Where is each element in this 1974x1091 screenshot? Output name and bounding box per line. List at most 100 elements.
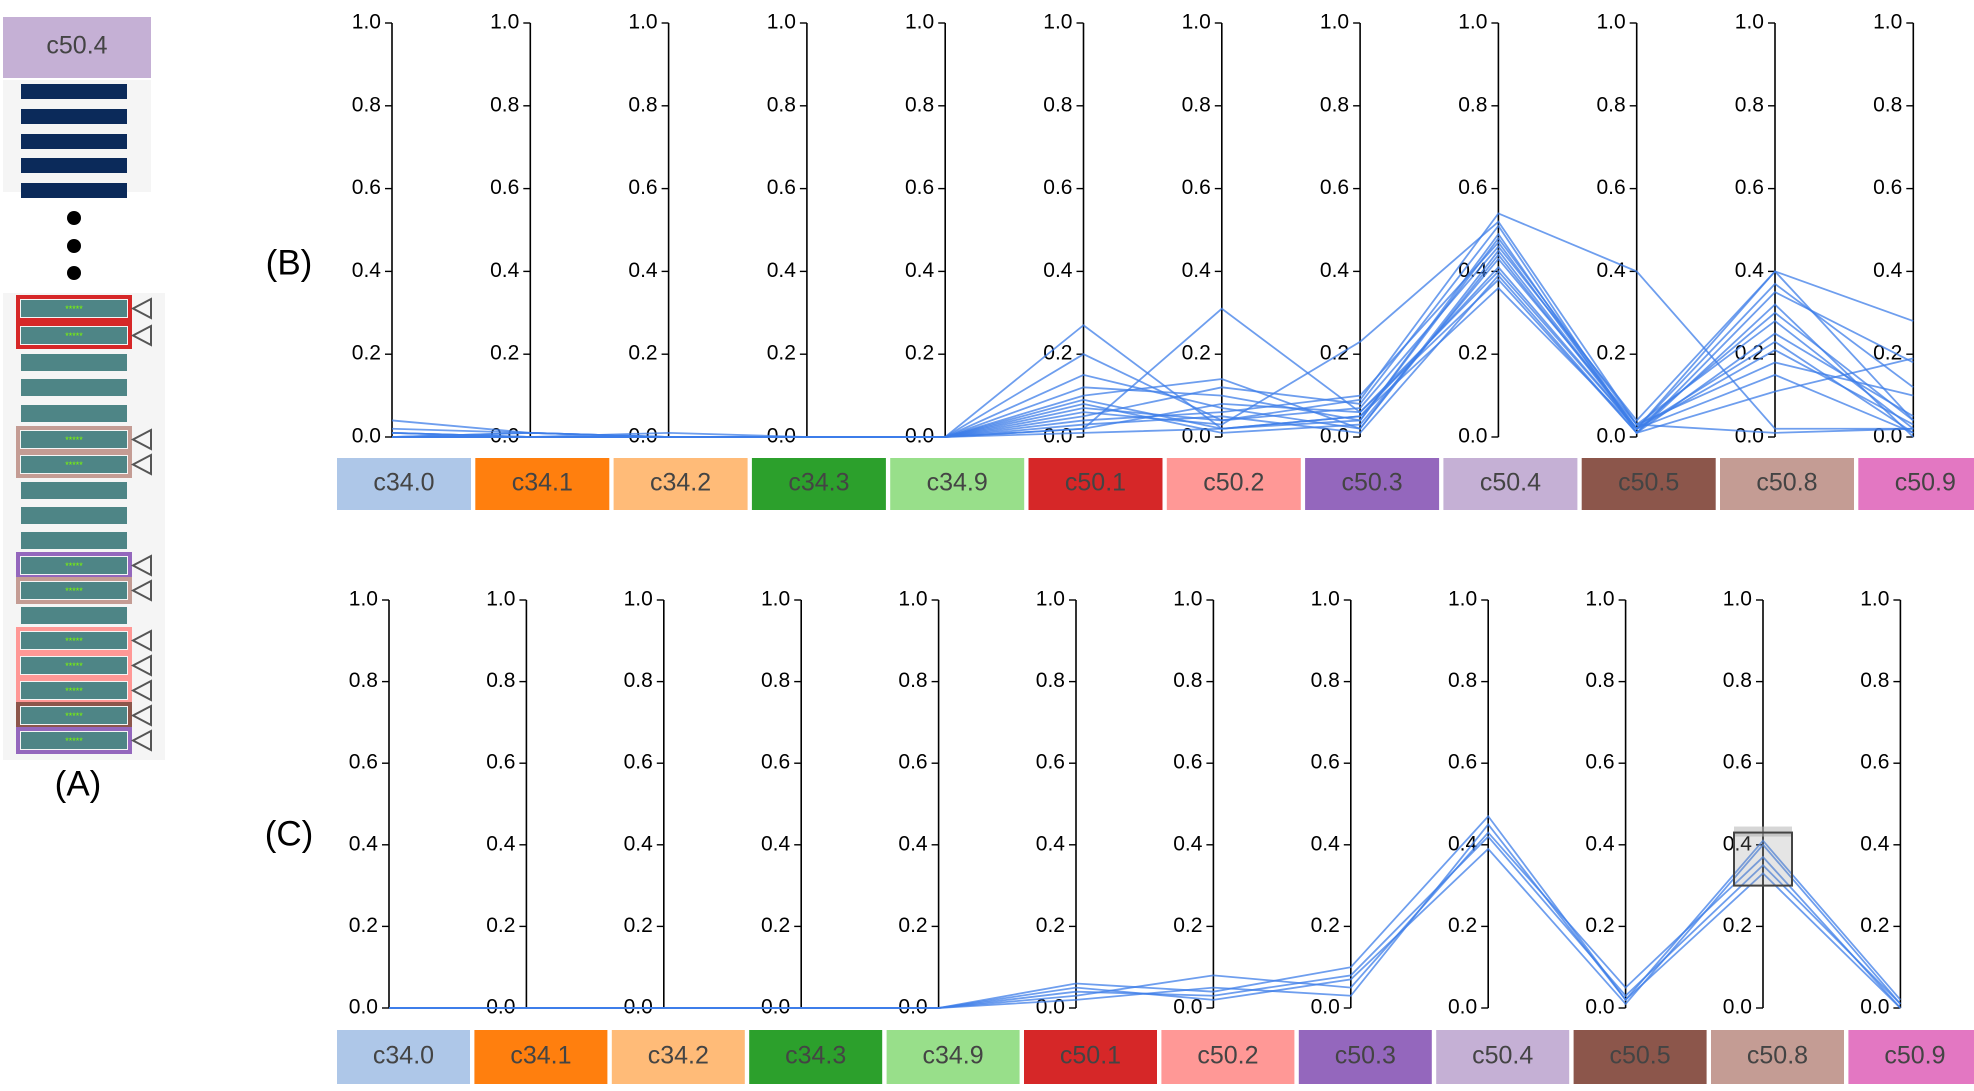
axis-c50.1: 0.00.20.40.60.81.0 — [1036, 588, 1077, 1019]
category-cell-c50.1[interactable]: c50.1 — [1028, 458, 1163, 510]
triangle-left-outline-icon[interactable] — [130, 629, 152, 652]
sidebar-row[interactable]: ***** — [16, 426, 152, 453]
category-cell-c34.2[interactable]: c34.2 — [611, 1030, 745, 1084]
sidebar-top-bar[interactable] — [21, 109, 127, 124]
category-cell-c34.2[interactable]: c34.2 — [613, 458, 748, 510]
data-line[interactable] — [389, 814, 1902, 1009]
data-line[interactable] — [389, 831, 1902, 1009]
sidebar-row[interactable] — [21, 507, 127, 524]
sidebar-row[interactable]: ***** — [16, 627, 152, 654]
axis-c50.8: 0.00.20.40.60.81.0 — [1735, 11, 1776, 448]
sidebar-row[interactable] — [21, 482, 127, 499]
brush-selection[interactable] — [1733, 831, 1793, 887]
sidebar-row[interactable]: ***** — [16, 727, 152, 754]
category-cell-c50.3[interactable]: c50.3 — [1305, 458, 1440, 510]
triangle-left-outline-icon[interactable] — [130, 579, 152, 602]
triangle-left-outline-icon[interactable] — [130, 324, 152, 347]
sidebar-row[interactable] — [21, 607, 127, 624]
sidebar-row-stars: ***** — [65, 636, 83, 646]
triangle-left-outline-icon[interactable] — [130, 729, 152, 752]
category-cell-c50.1[interactable]: c50.1 — [1024, 1030, 1157, 1084]
data-line[interactable] — [391, 232, 1914, 438]
sidebar-row[interactable]: ***** — [16, 552, 152, 579]
brush-handle[interactable] — [1734, 826, 1792, 837]
category-cell-c50.5[interactable]: c50.5 — [1573, 1030, 1707, 1084]
data-line[interactable] — [391, 265, 1914, 438]
sidebar-row[interactable]: ***** — [16, 322, 152, 349]
axis-tick-label: 1.0 — [486, 588, 515, 611]
sidebar-row[interactable] — [21, 379, 127, 396]
category-cell-c50.5[interactable]: c50.5 — [1581, 458, 1716, 510]
data-line[interactable] — [392, 241, 1914, 438]
category-cell-c50.2[interactable]: c50.2 — [1166, 458, 1301, 510]
axis-tick-label: 0.2 — [1723, 914, 1752, 937]
category-cell-c50.9[interactable]: c50.9 — [1848, 1030, 1974, 1084]
data-line[interactable] — [392, 220, 1914, 438]
sidebar-row[interactable]: ***** — [16, 652, 152, 679]
axis-tick-label: 0.8 — [486, 669, 515, 692]
axis-tick-label: 0.4 — [767, 259, 797, 282]
sidebar-top-bar[interactable] — [21, 134, 127, 149]
category-cell-c50.8[interactable]: c50.8 — [1711, 1030, 1844, 1084]
category-cell-c34.9[interactable]: c34.9 — [890, 458, 1025, 510]
axis-c50.4: 0.00.20.40.60.81.0 — [1448, 588, 1489, 1019]
category-cell-c34.3[interactable]: c34.3 — [751, 458, 886, 510]
sidebar-row[interactable] — [21, 405, 127, 422]
axis-tick-label: 0.8 — [1860, 669, 1889, 692]
sidebar-row[interactable]: ***** — [16, 577, 152, 604]
triangle-left-outline-icon[interactable] — [130, 704, 152, 727]
sidebar-top-bar[interactable] — [21, 183, 127, 198]
category-cell-c50.2[interactable]: c50.2 — [1161, 1030, 1295, 1084]
axis-tick-label: 0.8 — [1043, 93, 1072, 116]
sidebar-row[interactable]: ***** — [16, 677, 152, 704]
axis-tick-label: 0.8 — [1036, 669, 1065, 692]
data-line[interactable] — [392, 245, 1914, 438]
category-swatch — [1720, 458, 1854, 510]
sidebar-row[interactable]: ***** — [16, 295, 152, 322]
parallel-coordinates-chart-c: 0.00.20.40.60.81.0 0.00.20.40.60.81.0 0.00… — [337, 588, 1974, 1084]
triangle-left-outline-icon[interactable] — [130, 554, 152, 577]
axis-tick-label: 0.0 — [1735, 425, 1764, 448]
axis-tick-label: 0.8 — [1448, 669, 1477, 692]
sidebar-header-swatch[interactable] — [3, 17, 151, 78]
sidebar-row[interactable]: ***** — [16, 702, 152, 729]
data-line[interactable] — [391, 224, 1914, 438]
data-line[interactable] — [392, 236, 1914, 438]
triangle-left-outline-icon[interactable] — [130, 679, 152, 702]
sidebar-top-bar[interactable] — [21, 158, 127, 173]
sidebar-row-bar — [21, 707, 127, 724]
sidebar-row-highlight — [16, 727, 132, 754]
category-swatch — [1858, 458, 1974, 510]
category-cell-c34.1[interactable]: c34.1 — [475, 458, 610, 510]
data-line[interactable] — [391, 274, 1914, 438]
data-line[interactable] — [389, 822, 1902, 1009]
data-line[interactable] — [389, 843, 1902, 1009]
sidebar-top-bar[interactable] — [21, 84, 127, 99]
axis-tick-label: 0.6 — [1596, 176, 1625, 199]
data-line[interactable] — [389, 835, 1902, 1009]
axis-tick-label: 1.0 — [1458, 11, 1487, 34]
category-cell-c34.0[interactable]: c34.0 — [337, 1030, 470, 1084]
category-cell-c50.4[interactable]: c50.4 — [1436, 1030, 1570, 1084]
axis-tick-label: 1.0 — [1585, 588, 1614, 611]
axis-tick-label: 1.0 — [767, 11, 796, 34]
axis-tick-label: 0.8 — [1182, 93, 1211, 116]
category-cell-c34.3[interactable]: c34.3 — [749, 1030, 883, 1084]
category-cell-c50.8[interactable]: c50.8 — [1720, 458, 1854, 510]
triangle-left-outline-icon[interactable] — [130, 654, 152, 677]
category-cell-c34.9[interactable]: c34.9 — [886, 1030, 1020, 1084]
category-cell-c34.1[interactable]: c34.1 — [474, 1030, 608, 1084]
triangle-left-outline-icon[interactable] — [130, 453, 152, 476]
sidebar-row[interactable] — [21, 354, 127, 371]
category-label: c50.1 — [1065, 469, 1126, 497]
category-cell-c50.3[interactable]: c50.3 — [1298, 1030, 1432, 1084]
triangle-left-outline-icon[interactable] — [130, 297, 152, 320]
axis-c34.9: 0.0 0.2 0.4 0.6 0.8 1.0 — [898, 588, 940, 1019]
sidebar-row[interactable] — [21, 532, 127, 549]
data-line[interactable] — [392, 270, 1914, 438]
triangle-left-outline-icon[interactable] — [130, 428, 152, 451]
category-cell-c50.9[interactable]: c50.9 — [1858, 458, 1974, 510]
category-cell-c34.0[interactable]: c34.0 — [337, 458, 471, 510]
category-cell-c50.4[interactable]: c50.4 — [1443, 458, 1578, 510]
sidebar-row[interactable]: ***** — [16, 451, 152, 478]
